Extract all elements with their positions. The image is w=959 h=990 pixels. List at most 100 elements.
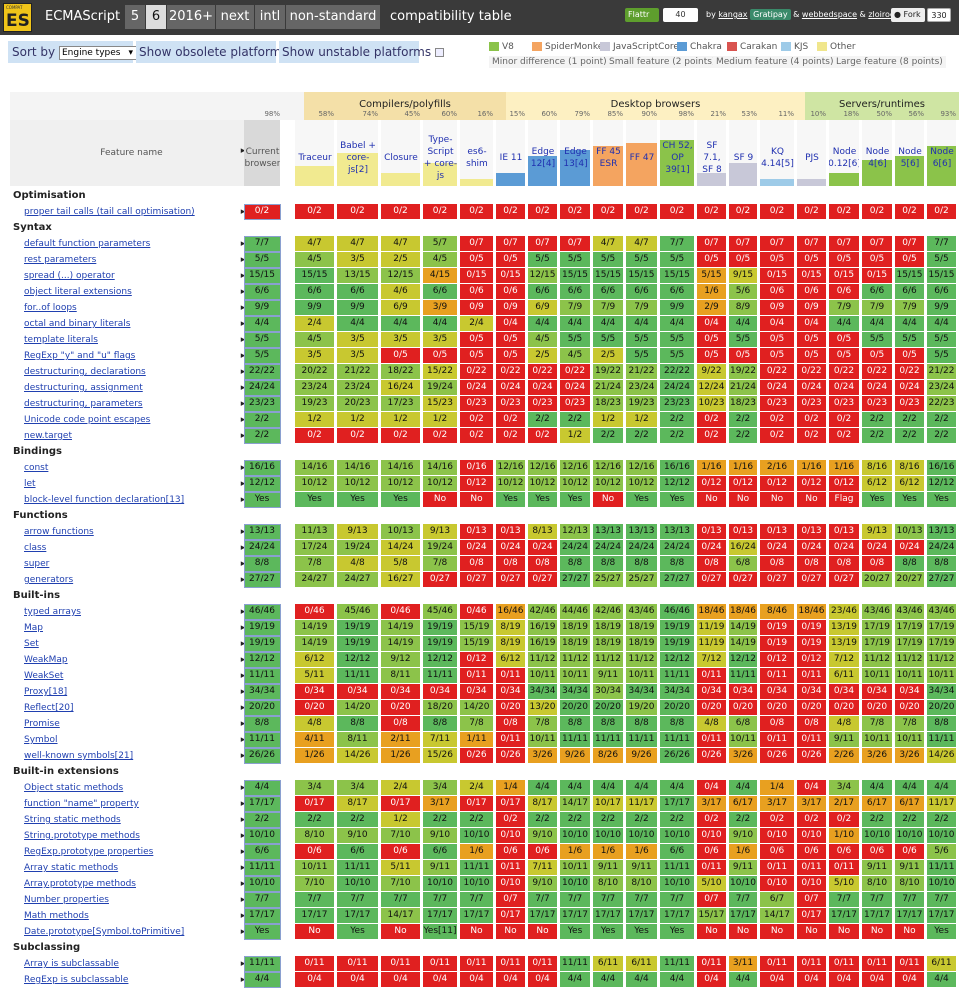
expand-arrow-icon[interactable]: ▸ (240, 815, 246, 825)
expand-arrow-icon[interactable]: ▸ (240, 431, 246, 441)
feature-link[interactable]: new.target (24, 431, 73, 441)
column-header[interactable]: Edge 13[4] (560, 120, 591, 186)
column-header[interactable]: Current browser (244, 120, 281, 186)
compat-logo[interactable]: COMPAT ES (3, 3, 32, 32)
feature-link[interactable]: object literal extensions (24, 287, 132, 297)
expand-arrow-icon[interactable]: ▸ (240, 639, 246, 649)
author-link-kangax[interactable]: kangax (718, 10, 748, 19)
expand-arrow-icon[interactable]: ▸ (240, 927, 246, 937)
column-header[interactable]: Traceur (295, 120, 335, 186)
tab-es5[interactable]: 5 (125, 5, 145, 29)
expand-arrow-icon[interactable]: ▸ (240, 351, 246, 361)
expand-arrow-icon[interactable]: ▸ (240, 879, 246, 889)
feature-link[interactable]: Proxy[18] (24, 687, 68, 697)
column-header[interactable]: Type-Script + core-js (423, 120, 458, 186)
expand-arrow-icon[interactable]: ▸ (240, 911, 246, 921)
column-header[interactable]: IE 11 (496, 120, 526, 186)
expand-arrow-icon[interactable]: ▸ (240, 687, 246, 697)
expand-arrow-icon[interactable]: ▸ (240, 415, 246, 425)
column-label[interactable]: Type-Script + core-js (423, 135, 458, 181)
expand-arrow-icon[interactable]: ▸ (240, 495, 246, 505)
feature-link[interactable]: destructuring, declarations (24, 367, 146, 377)
column-header[interactable]: CH 52, OP 39[1] (660, 120, 695, 186)
feature-link[interactable]: let (24, 479, 36, 489)
feature-link[interactable]: typed arrays (24, 607, 81, 617)
show-obsolete-toggle[interactable]: Show obsolete platforms (136, 41, 301, 63)
column-label[interactable]: Traceur (298, 153, 332, 163)
feature-link[interactable]: for..of loops (24, 303, 77, 313)
expand-arrow-icon[interactable]: ▸ (240, 783, 246, 793)
column-header[interactable]: KQ 4.14[5] (760, 120, 795, 186)
expand-arrow-icon[interactable]: ▸ (240, 287, 246, 297)
column-header[interactable]: SF 7.1, SF 8 (697, 120, 727, 186)
author-link-zloirock[interactable]: zloirock (868, 10, 899, 19)
feature-link[interactable]: generators (24, 575, 74, 585)
expand-arrow-icon[interactable]: ▸ (240, 863, 246, 873)
sort-arrow-icon[interactable]: ▸ (240, 146, 246, 156)
feature-link[interactable]: destructuring, parameters (24, 399, 143, 409)
author-link-webbedspace[interactable]: webbedspace (801, 10, 857, 19)
column-label[interactable]: Babel + core-js[2] (340, 141, 376, 175)
expand-arrow-icon[interactable]: ▸ (240, 959, 246, 969)
expand-arrow-icon[interactable]: ▸ (240, 975, 246, 985)
expand-arrow-icon[interactable]: ▸ (240, 255, 246, 265)
column-header[interactable]: FF 47 (626, 120, 658, 186)
feature-link[interactable]: RegExp is subclassable (24, 975, 129, 985)
feature-link[interactable]: Object static methods (24, 783, 124, 793)
tab-intl[interactable]: intl (255, 5, 285, 29)
feature-link[interactable]: Math methods (24, 911, 89, 921)
column-label[interactable]: Current browser (244, 147, 281, 169)
feature-link[interactable]: octal and binary literals (24, 319, 131, 329)
expand-arrow-icon[interactable]: ▸ (240, 655, 246, 665)
expand-arrow-icon[interactable]: ▸ (240, 399, 246, 409)
feature-link[interactable]: Array.prototype methods (24, 879, 136, 889)
feature-link[interactable]: function "name" property (24, 799, 139, 809)
column-label[interactable]: Closure (384, 153, 418, 163)
flattr-button[interactable]: Flattr (625, 8, 659, 22)
expand-arrow-icon[interactable]: ▸ (240, 575, 246, 585)
column-header[interactable]: FF 45 ESR (593, 120, 624, 186)
feature-link[interactable]: Set (24, 639, 39, 649)
expand-arrow-icon[interactable]: ▸ (240, 335, 246, 345)
feature-link[interactable]: Array static methods (24, 863, 119, 873)
feature-link[interactable]: RegExp "y" and "u" flags (24, 351, 136, 361)
expand-arrow-icon[interactable]: ▸ (240, 895, 246, 905)
feature-link[interactable]: super (24, 559, 50, 569)
column-label[interactable]: SF 9 (733, 153, 754, 163)
feature-link[interactable]: Date.prototype[Symbol.toPrimitive] (24, 927, 185, 937)
expand-arrow-icon[interactable]: ▸ (240, 671, 246, 681)
column-label[interactable]: Node 0.12[6] (829, 147, 860, 169)
column-header[interactable]: Closure (381, 120, 421, 186)
column-label[interactable]: FF 47 (629, 153, 655, 163)
column-label[interactable]: Node 4[6] (865, 147, 890, 169)
feature-link[interactable]: String.prototype methods (24, 831, 140, 841)
column-header[interactable]: Edge 12[4] (528, 120, 558, 186)
expand-arrow-icon[interactable]: ▸ (240, 319, 246, 329)
expand-arrow-icon[interactable]: ▸ (240, 239, 246, 249)
feature-link[interactable]: WeakMap (24, 655, 68, 665)
expand-arrow-icon[interactable]: ▸ (240, 703, 246, 713)
feature-link[interactable]: Promise (24, 719, 60, 729)
github-fork-button[interactable]: ● Fork (891, 8, 925, 22)
expand-arrow-icon[interactable]: ▸ (240, 479, 246, 489)
expand-arrow-icon[interactable]: ▸ (240, 543, 246, 553)
feature-link[interactable]: well-known symbols[21] (24, 751, 134, 761)
expand-arrow-icon[interactable]: ▸ (240, 367, 246, 377)
column-header[interactable]: SF 9 (729, 120, 758, 186)
expand-arrow-icon[interactable]: ▸ (240, 383, 246, 393)
feature-link[interactable]: default function parameters (24, 239, 151, 249)
sort-select[interactable]: Engine types (58, 45, 137, 60)
column-label[interactable]: Edge 12[4] (530, 147, 556, 169)
expand-arrow-icon[interactable]: ▸ (240, 623, 246, 633)
feature-link[interactable]: Unicode code point escapes (24, 415, 151, 425)
expand-arrow-icon[interactable]: ▸ (240, 831, 246, 841)
gratipay-button[interactable]: Gratipay (750, 9, 791, 20)
show-unstable-toggle[interactable]: Show unstable platforms (279, 41, 445, 63)
column-label[interactable]: KQ 4.14[5] (761, 147, 794, 169)
tab-es6[interactable]: 6 (146, 5, 166, 29)
column-header[interactable]: Node 6[6] (927, 120, 957, 186)
feature-link[interactable]: Reflect[20] (24, 703, 74, 713)
feature-link[interactable]: Number properties (24, 895, 109, 905)
column-label[interactable]: Node 6[6] (930, 147, 954, 169)
feature-link[interactable]: class (24, 543, 47, 553)
